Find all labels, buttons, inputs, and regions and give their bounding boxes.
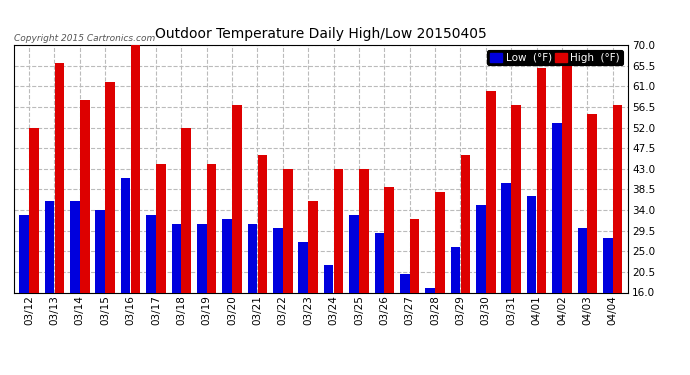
Bar xyxy=(410,219,420,292)
Text: Copyright 2015 Cartronics.com: Copyright 2015 Cartronics.com xyxy=(14,33,155,42)
Bar xyxy=(95,210,105,292)
Bar xyxy=(172,224,181,292)
Legend: Low  (°F), High  (°F): Low (°F), High (°F) xyxy=(487,50,622,65)
Bar xyxy=(425,288,435,292)
Bar xyxy=(349,214,359,292)
Bar xyxy=(552,123,562,292)
Bar xyxy=(121,178,130,292)
Bar xyxy=(55,63,64,292)
Bar xyxy=(70,201,79,292)
Bar xyxy=(146,214,156,292)
Bar xyxy=(375,233,384,292)
Bar xyxy=(207,164,217,292)
Bar xyxy=(334,169,344,292)
Bar xyxy=(130,45,140,292)
Bar xyxy=(451,247,460,292)
Bar xyxy=(29,128,39,292)
Bar xyxy=(359,169,368,292)
Bar xyxy=(578,228,587,292)
Bar xyxy=(298,242,308,292)
Bar xyxy=(232,105,241,292)
Bar xyxy=(460,155,470,292)
Bar xyxy=(400,274,410,292)
Bar xyxy=(587,114,597,292)
Bar xyxy=(80,100,90,292)
Bar xyxy=(222,219,232,292)
Bar xyxy=(324,265,333,292)
Bar xyxy=(45,201,55,292)
Bar xyxy=(384,187,394,292)
Bar xyxy=(511,105,521,292)
Bar xyxy=(197,224,206,292)
Bar xyxy=(181,128,191,292)
Bar xyxy=(156,164,166,292)
Bar xyxy=(537,68,546,292)
Bar xyxy=(106,82,115,292)
Bar xyxy=(19,214,29,292)
Bar xyxy=(248,224,257,292)
Bar xyxy=(603,237,613,292)
Bar xyxy=(562,63,572,292)
Bar xyxy=(476,206,486,292)
Bar xyxy=(613,105,622,292)
Bar xyxy=(283,169,293,292)
Bar xyxy=(257,155,267,292)
Bar xyxy=(486,91,495,292)
Title: Outdoor Temperature Daily High/Low 20150405: Outdoor Temperature Daily High/Low 20150… xyxy=(155,27,486,41)
Bar xyxy=(435,192,445,292)
Bar xyxy=(526,196,536,292)
Bar xyxy=(308,201,318,292)
Bar xyxy=(273,228,283,292)
Bar xyxy=(502,183,511,292)
